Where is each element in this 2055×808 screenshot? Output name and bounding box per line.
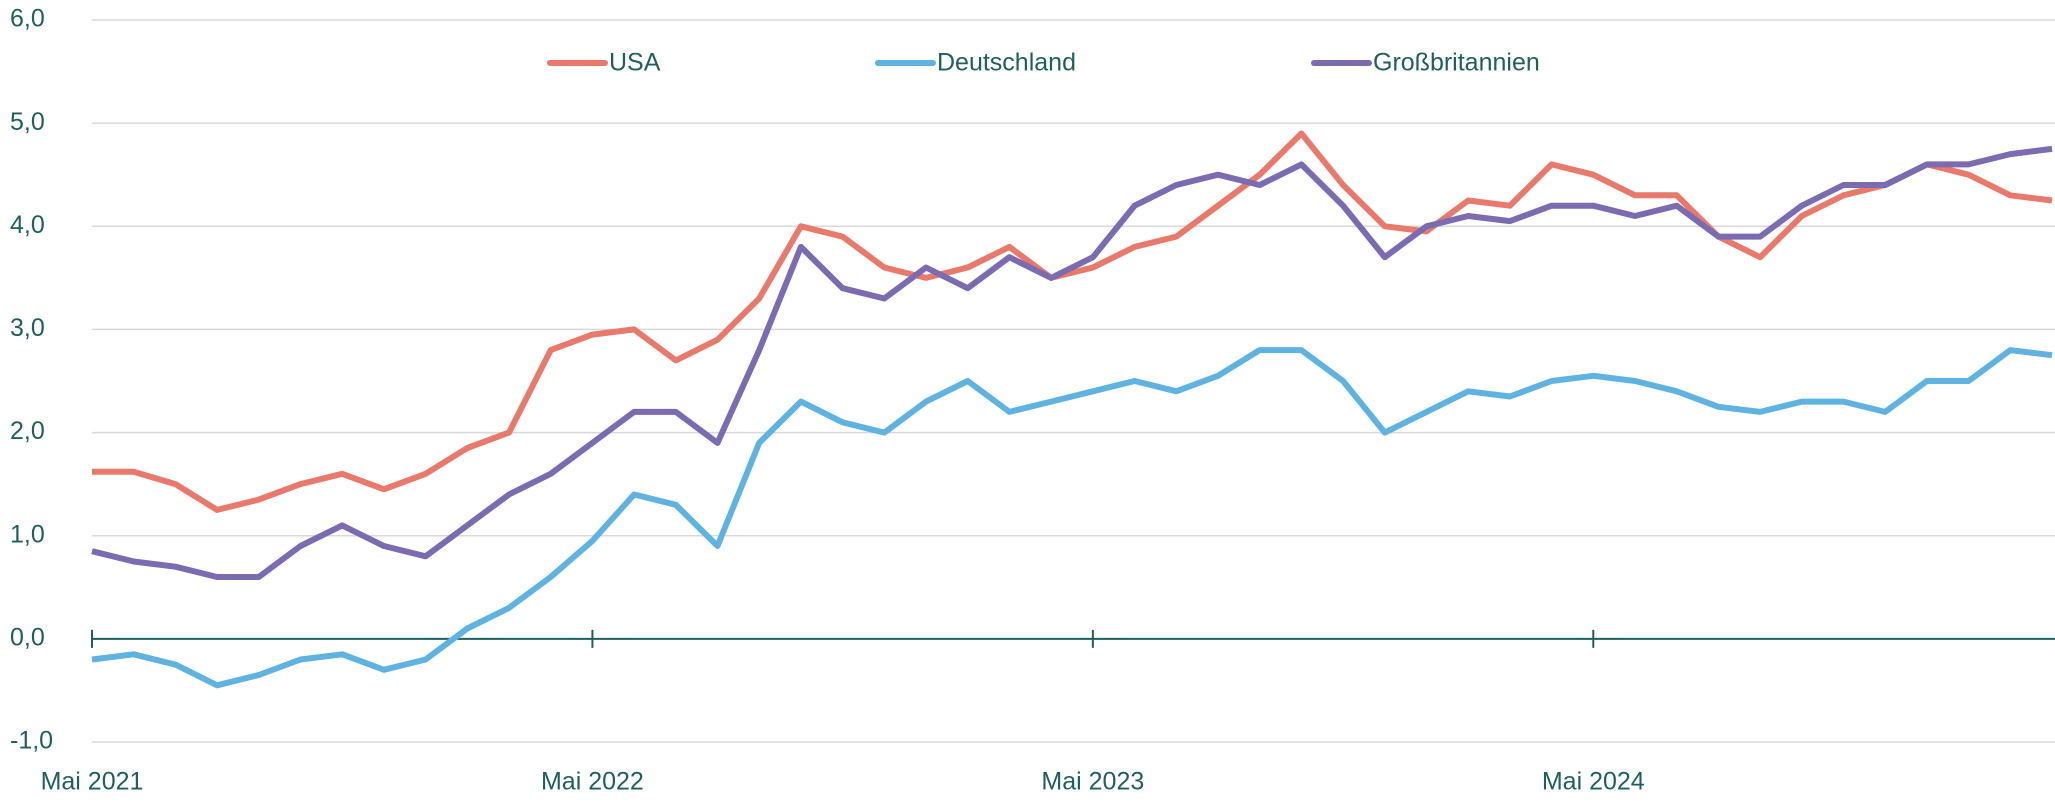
x-tick-label: Mai 2024: [1542, 768, 1645, 796]
y-tick-label: -1,0: [10, 727, 53, 755]
y-tick-label: 5,0: [10, 108, 45, 136]
y-tick-label: 0,0: [10, 623, 45, 651]
y-tick-label: 3,0: [10, 314, 45, 342]
x-tick-label: Mai 2023: [1041, 768, 1144, 796]
y-tick-label: 6,0: [10, 5, 45, 33]
series-line: [91, 145, 2053, 580]
y-tick-label: 2,0: [10, 417, 45, 445]
series-line: [91, 347, 2053, 689]
legend-label: USA: [609, 49, 661, 77]
legend-label: Deutschland: [937, 49, 1076, 77]
y-tick-label: 4,0: [10, 211, 45, 239]
x-tick-label: Mai 2021: [41, 768, 144, 796]
series-line: [92, 130, 2053, 513]
y-tick-label: 1,0: [10, 520, 45, 548]
legend-label: Großbritannien: [1373, 49, 1540, 77]
x-tick-label: Mai 2022: [541, 768, 644, 796]
